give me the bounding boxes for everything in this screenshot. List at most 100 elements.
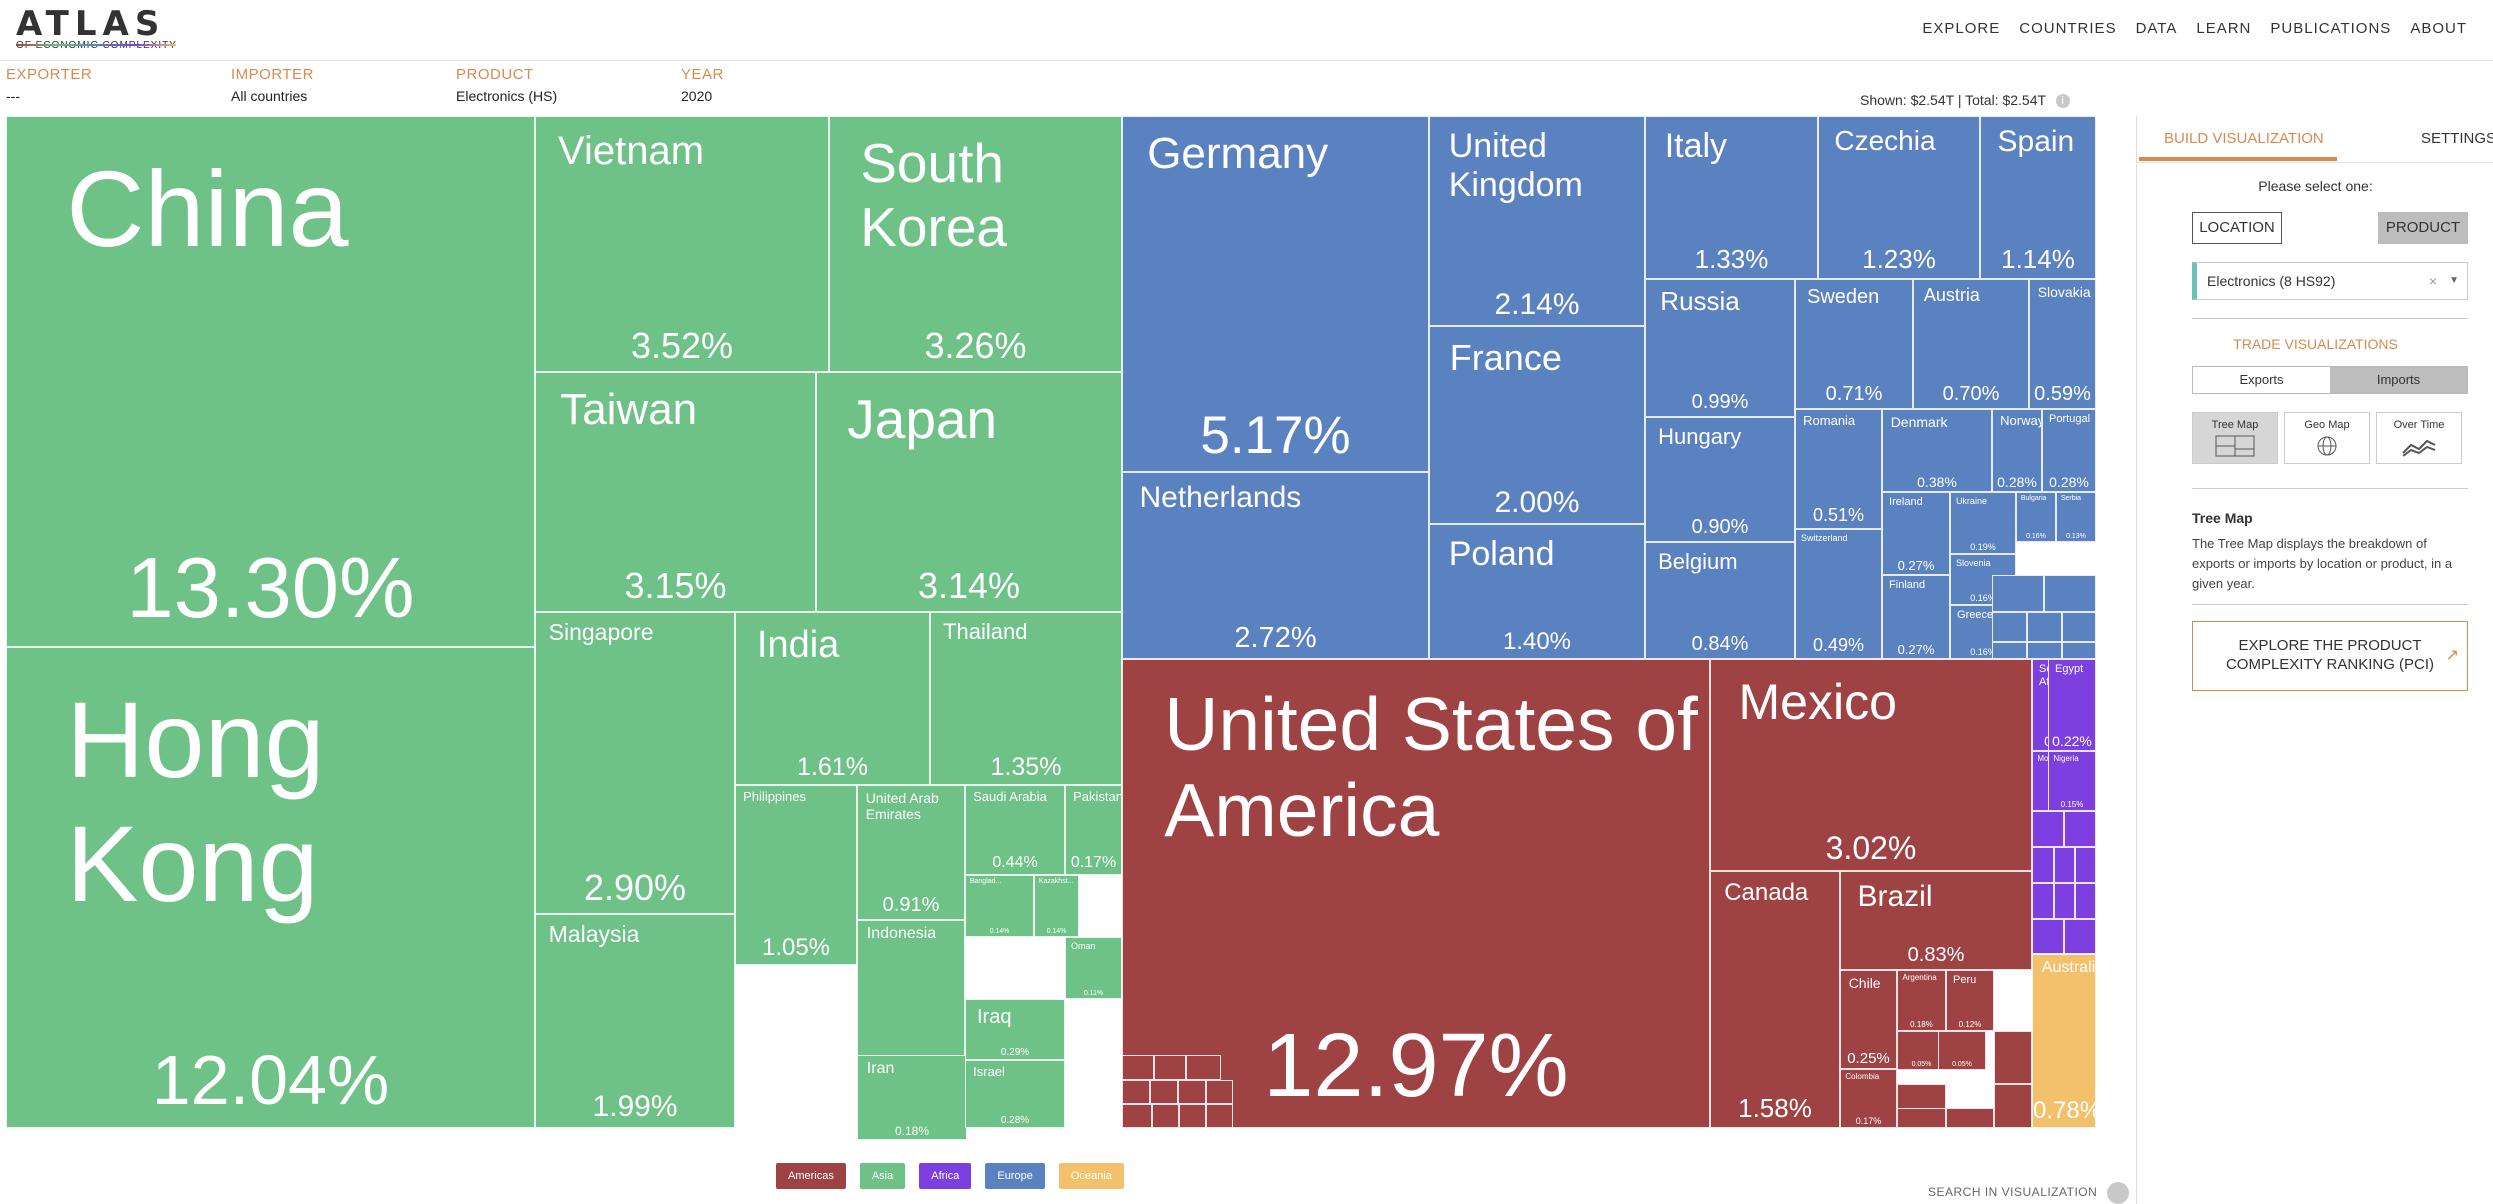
treemap-tile[interactable]: Romania 0.51% (1795, 409, 1882, 529)
treemap-tile[interactable]: Peru 0.12% (1946, 970, 1994, 1031)
treemap-tile-small[interactable] (1186, 1055, 1221, 1080)
treemap-tile[interactable]: Chile 0.25% (1840, 970, 1897, 1069)
treemap-tile-small[interactable] (1992, 575, 2044, 612)
treemap-tile[interactable]: India 1.61% (735, 612, 930, 785)
nav-publications[interactable]: PUBLICATIONS (2270, 20, 2392, 37)
imports-toggle[interactable]: Imports (2330, 367, 2467, 393)
treemap-tile[interactable]: 0.05% (1897, 1031, 1946, 1070)
nav-explore[interactable]: EXPLORE (1922, 20, 2001, 37)
treemap-tile-small[interactable] (1897, 1108, 1946, 1128)
treemap-tile-small[interactable] (1206, 1080, 1233, 1104)
treemap-tile[interactable]: Vietnam 3.52% (535, 116, 829, 372)
treemap-tile[interactable]: South Korea 3.26% (829, 116, 1122, 372)
clear-icon[interactable]: × (2428, 273, 2437, 289)
treemap-tile[interactable]: Ireland 0.27% (1882, 492, 1950, 575)
treemap-tile[interactable]: United States of America 12.97% (1122, 659, 1710, 1128)
treemap-tile[interactable]: Denmark 0.38% (1882, 409, 1992, 492)
treemap-tile-small[interactable] (1122, 1055, 1154, 1080)
legend-oceania[interactable]: Oceania (1058, 1163, 1124, 1189)
treemap-tile-small[interactable] (2062, 642, 2096, 659)
nav-learn[interactable]: LEARN (2196, 20, 2252, 37)
treemap-tile[interactable]: 0.05% (1938, 1031, 1986, 1070)
treemap-tile-small[interactable] (2062, 612, 2096, 642)
treemap-tile[interactable]: Bulgaria 0.16% (2016, 492, 2056, 542)
treemap-tile[interactable]: United Kingdom 2.14% (1429, 116, 1645, 326)
product-filter[interactable]: PRODUCT Electronics (HS) (456, 66, 656, 104)
treemap-tile[interactable]: Thailand 1.35% (930, 612, 1122, 785)
explore-pci-button[interactable]: EXPLORE THE PRODUCT COMPLEXITY RANKING (… (2192, 621, 2468, 691)
product-button[interactable]: PRODUCT (2378, 212, 2468, 244)
treemap-tile[interactable]: Hungary 0.90% (1645, 417, 1795, 542)
treemap-tile[interactable]: Philippines 1.05% (735, 785, 857, 965)
treemap-tile-small[interactable] (2027, 642, 2062, 659)
tab-settings[interactable]: SETTINGS (2421, 130, 2493, 147)
treemap-tile-small[interactable] (1152, 1104, 1179, 1128)
treemap-tile-small[interactable] (1122, 1080, 1150, 1104)
treemap-tile[interactable]: Argentina 0.18% (1897, 970, 1946, 1031)
treemap-tile-small[interactable] (2054, 847, 2075, 883)
treemap-tile[interactable]: Canada 1.58% (1710, 871, 1840, 1128)
treemap-tile-small[interactable] (2032, 883, 2054, 919)
treemap-tile[interactable]: Iraq 0.29% (965, 999, 1065, 1060)
legend-africa[interactable]: Africa (919, 1163, 972, 1189)
legend-europe[interactable]: Europe (985, 1163, 1045, 1189)
treemap-tile-small[interactable] (2064, 811, 2096, 847)
treemap-tile-small[interactable] (2064, 919, 2096, 954)
treemap-tile[interactable]: Spain 1.14% (1980, 116, 2096, 279)
treemap-tile[interactable]: Japan 3.14% (816, 372, 1122, 612)
treemap-tile[interactable]: Germany 5.17% (1122, 116, 1429, 472)
treemap-tile-small[interactable] (1994, 1031, 2032, 1084)
treemap-tile[interactable]: Taiwan 3.15% (535, 372, 816, 612)
treemap-tile[interactable]: Ukraine 0.19% (1950, 492, 2016, 554)
treemap-tile[interactable]: Australia 0.78% (2032, 954, 2096, 1128)
importer-filter[interactable]: IMPORTER All countries (231, 66, 431, 104)
product-value[interactable]: Electronics (HS) (456, 88, 558, 104)
treemap-tile[interactable]: Netherlands 2.72% (1122, 472, 1429, 659)
legend-asia[interactable]: Asia (859, 1163, 906, 1189)
treemap-tile[interactable]: Slovakia 0.59% (2029, 279, 2096, 409)
treemap-tile[interactable]: Belgium 0.84% (1645, 542, 1795, 659)
chevron-down-icon[interactable]: ▼ (2449, 275, 2459, 286)
treemap-tile[interactable]: Mexico 3.02% (1710, 659, 2032, 871)
tree-map-button[interactable]: Tree Map (2192, 412, 2278, 464)
treemap-tile[interactable]: Russia 0.99% (1645, 279, 1795, 417)
treemap-tile-small[interactable] (2027, 612, 2062, 642)
treemap-tile[interactable]: Israel 0.28% (965, 1060, 1065, 1128)
treemap-tile[interactable]: Finland 0.27% (1882, 575, 1950, 659)
treemap-tile[interactable]: Kazakhst... 0.14% (1034, 875, 1079, 937)
nav-data[interactable]: DATA (2135, 20, 2178, 37)
treemap-tile-small[interactable] (2032, 811, 2064, 847)
treemap-tile[interactable]: Sweden 0.71% (1795, 279, 1913, 409)
exporter-value[interactable]: --- (6, 88, 20, 104)
info-icon[interactable]: i (2055, 94, 2070, 109)
treemap-tile[interactable]: France 2.00% (1429, 326, 1645, 524)
treemap-tile-small[interactable] (2075, 883, 2096, 919)
search-icon[interactable] (2107, 1182, 2130, 1204)
treemap-tile-small[interactable] (1992, 642, 2027, 659)
treemap-tile[interactable]: Norway 0.28% (1992, 409, 2042, 492)
treemap-tile[interactable]: Egypt 0.22% (2048, 659, 2096, 751)
treemap-tile-small[interactable] (1206, 1104, 1233, 1128)
treemap-tile-small[interactable] (1154, 1055, 1186, 1080)
treemap-tile[interactable]: Malaysia 1.99% (535, 914, 735, 1128)
treemap-tile[interactable]: China 13.30% (6, 116, 535, 647)
treemap-tile[interactable]: Colombia 0.17% (1840, 1069, 1897, 1128)
legend-americas[interactable]: Americas (776, 1163, 846, 1189)
treemap-tile-small[interactable] (2075, 847, 2096, 883)
treemap-tile[interactable]: Iran 0.18% (857, 1055, 967, 1140)
exporter-filter[interactable]: EXPORTER --- (6, 66, 206, 104)
exports-toggle[interactable]: Exports (2239, 372, 2284, 387)
treemap-tile[interactable]: Nigeria 0.15% (2048, 751, 2096, 811)
treemap-tile-small[interactable] (2044, 575, 2096, 612)
treemap-tile[interactable]: Italy 1.33% (1645, 116, 1818, 279)
nav-countries[interactable]: COUNTRIES (2019, 20, 2117, 37)
atlas-logo[interactable]: ATLAS OF ECONOMIC COMPLEXITY (16, 4, 177, 51)
geo-map-button[interactable]: Geo Map (2284, 412, 2370, 464)
treemap-tile[interactable]: Hong Kong 12.04% (6, 647, 535, 1128)
treemap-tile-small[interactable] (1122, 1104, 1152, 1128)
treemap-tile[interactable]: Banglad... 0.14% (965, 875, 1034, 937)
treemap-tile[interactable]: Pakistan 0.17% (1065, 785, 1122, 875)
treemap-tile-small[interactable] (2054, 883, 2075, 919)
treemap-tile[interactable]: Portugal 0.28% (2042, 409, 2096, 492)
treemap-tile[interactable]: Brazil 0.83% (1840, 871, 2032, 970)
